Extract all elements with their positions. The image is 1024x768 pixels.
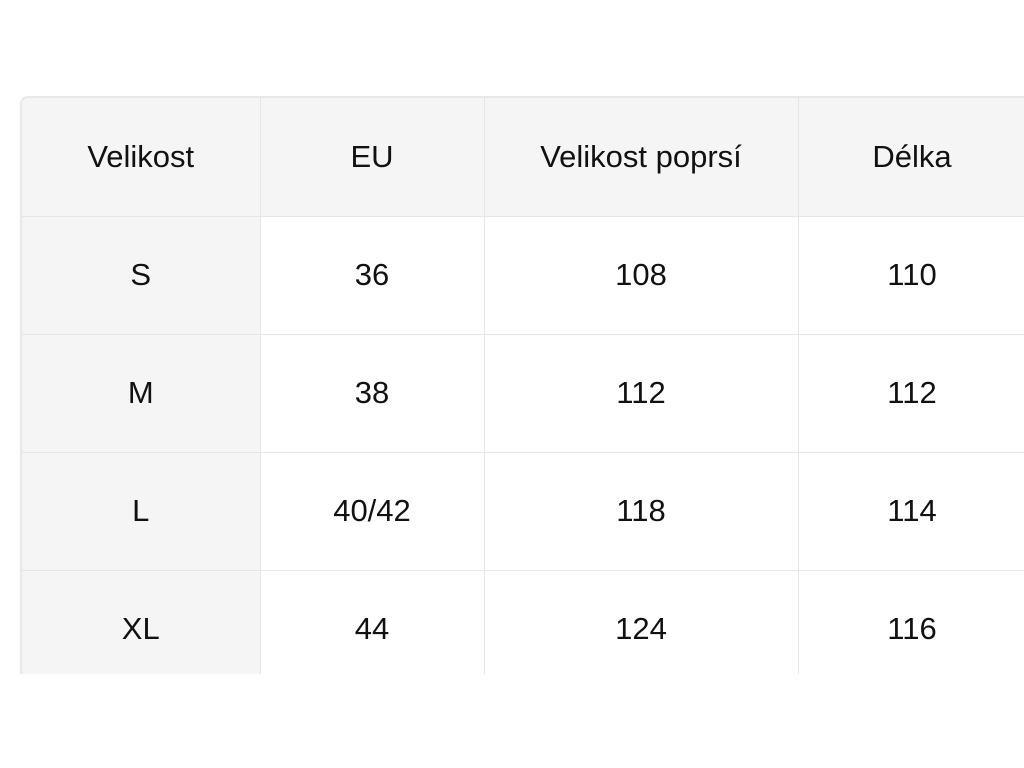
table-cell: 116 [797, 569, 1024, 674]
size-cell: S [22, 215, 261, 335]
table-row: L 40/42 118 114 [22, 451, 1024, 571]
table-header: Velikost EU Velikost poprsí Délka [22, 98, 1024, 217]
table-cell: 112 [797, 333, 1024, 453]
table-cell: 44 [259, 569, 485, 674]
table-row: XL 44 124 116 [22, 569, 1024, 674]
header-cell: EU [259, 98, 485, 217]
size-cell: L [22, 451, 261, 571]
table-cell: 118 [483, 451, 799, 571]
table-cell: 36 [259, 215, 485, 335]
table-cell: 38 [259, 333, 485, 453]
table-row: S 36 108 110 [22, 215, 1024, 335]
table-cell: 40/42 [259, 451, 485, 571]
table-cell: 112 [483, 333, 799, 453]
table-cell: 114 [797, 451, 1024, 571]
size-cell: XL [22, 569, 261, 674]
table-cell: 110 [797, 215, 1024, 335]
table-cell: 124 [483, 569, 799, 674]
size-table: Velikost EU Velikost poprsí Délka S 36 108 110… [22, 98, 1024, 674]
header-row: Velikost EU Velikost poprsí Délka [22, 98, 1024, 217]
size-cell: M [22, 333, 261, 453]
header-cell: Velikost [22, 98, 261, 217]
table-row: M 38 112 112 [22, 333, 1024, 453]
table-cell: 108 [483, 215, 799, 335]
table-body: S 36 108 110 M 38 112 112 L 40/42 118 114 XL 44 124 116 [22, 215, 1024, 674]
size-table-container: Velikost EU Velikost poprsí Délka S 36 108 110… [20, 96, 1024, 674]
header-cell: Délka [797, 98, 1024, 217]
header-cell: Velikost poprsí [483, 98, 799, 217]
